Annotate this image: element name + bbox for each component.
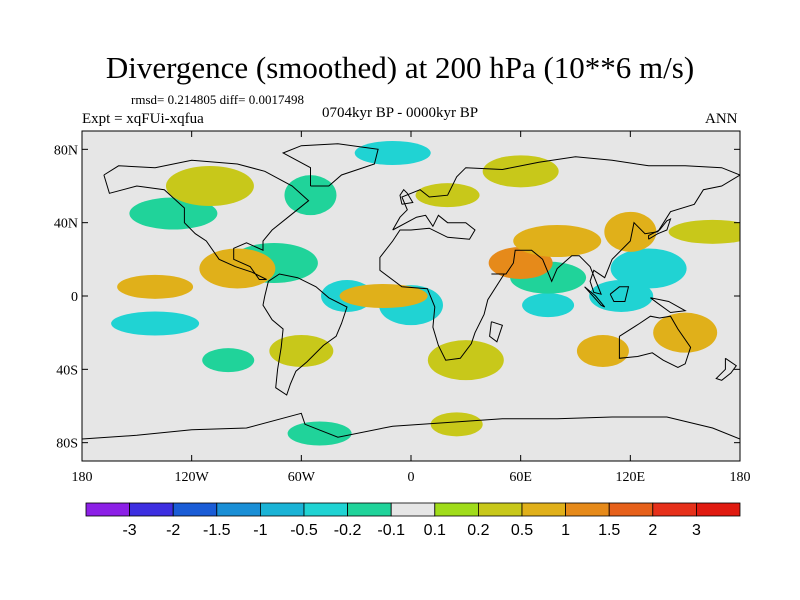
colorbar-label: 2: [648, 522, 657, 539]
anomaly-region: [610, 248, 687, 289]
anomaly-region: [522, 293, 575, 318]
y-tick-label: 40N: [54, 217, 78, 232]
anomaly-region: [165, 166, 254, 206]
colorbar-label: 0.2: [467, 522, 489, 539]
colorbar-label: -0.2: [334, 522, 362, 539]
anomaly-region: [653, 312, 718, 353]
coastline-antarctica: [82, 412, 740, 440]
anomaly-region: [604, 211, 657, 252]
y-tick-label: 0: [71, 290, 78, 305]
anomaly-region: [354, 141, 431, 165]
anomaly-region: [668, 219, 740, 244]
period-label: 0704kyr BP - 0000kyr BP: [322, 105, 479, 121]
coastlines: [82, 143, 740, 440]
coastline-britain: [399, 188, 414, 205]
anomaly-region: [129, 197, 218, 230]
colorbar-label: -2: [166, 522, 180, 539]
anomaly-region: [427, 340, 504, 381]
page-title: Divergence (smoothed) at 200 hPa (10**6 …: [105, 50, 695, 85]
colorbar-label: 1.5: [598, 522, 620, 539]
anomaly-region: [199, 248, 276, 289]
x-tick-label: 60W: [288, 470, 316, 485]
rmsd-diff-stats: rmsd= 0.214805 diff= 0.0017498: [131, 92, 304, 107]
coastline-north-america: [103, 159, 310, 280]
anomaly-region: [513, 225, 602, 257]
colorbar-swatch: [85, 502, 130, 517]
x-tick-label: 120E: [616, 470, 646, 485]
colorbar-label: -1: [253, 522, 267, 539]
colorbar-swatch: [696, 502, 741, 517]
coastline-eurasia-africa: [379, 156, 740, 361]
coastline-borneo: [609, 286, 630, 302]
coastline-madagascar: [489, 321, 504, 343]
colorbar-swatch: [216, 502, 261, 517]
x-tick-label: 0: [408, 470, 415, 485]
coastline-japan: [648, 218, 672, 240]
colorbar-swatch: [259, 502, 305, 517]
colorbar-label: 0.5: [511, 522, 533, 539]
colorbar-swatch: [434, 502, 479, 517]
colorbar-swatch: [390, 502, 436, 517]
x-tick-label: 180: [72, 470, 93, 485]
colorbar-swatch: [652, 502, 697, 517]
coastline-australia: [618, 315, 692, 369]
colorbar-swatch: [303, 502, 348, 517]
anomaly-region: [576, 335, 629, 367]
anomaly-region: [589, 280, 654, 312]
x-axis: 180 120W 60W 0 60E 120E 180: [72, 131, 751, 485]
colorbar-swatch: [347, 502, 392, 517]
anomaly-region: [202, 348, 255, 373]
colorbar-label: -3: [122, 522, 136, 539]
coastline-greenland: [281, 143, 379, 187]
anomaly-region: [284, 175, 337, 216]
experiment-label: Expt = xqFUi-xqfua: [82, 111, 204, 127]
y-axis: 80N 40N 0 40S 80S: [54, 143, 740, 452]
y-tick-label: 80N: [54, 143, 78, 158]
colorbar: -3 -2 -1.5 -1 -0.5 -0.2 -0.1 0.1 0.2 0.5 1 1.5 2 3: [85, 502, 741, 539]
colorbar-swatch: [565, 502, 610, 517]
colorbar-swatch: [172, 502, 218, 517]
colorbar-label: -0.5: [290, 522, 318, 539]
coastline-south-america: [262, 273, 348, 396]
y-tick-label: 40S: [56, 363, 78, 378]
anomaly-region: [482, 155, 559, 188]
colorbar-swatch: [521, 502, 566, 517]
colorbar-label: 1: [561, 522, 570, 539]
anomaly-region: [117, 274, 194, 299]
anomaly-region: [287, 421, 352, 446]
x-tick-label: 180: [730, 470, 751, 485]
colorbar-swatch: [608, 502, 654, 517]
x-tick-label: 60E: [509, 470, 532, 485]
colorbar-label: 0.1: [424, 522, 446, 539]
colorbar-label: -0.1: [377, 522, 405, 539]
colorbar-label: -1.5: [203, 522, 231, 539]
anomaly-region: [111, 311, 200, 336]
colorbar-label: 3: [692, 522, 701, 539]
coastline-sumatra: [584, 286, 606, 308]
season-label: ANN: [705, 111, 738, 127]
y-tick-label: 80S: [56, 437, 78, 452]
x-tick-label: 120W: [175, 470, 210, 485]
coastline-new-guinea: [650, 297, 687, 314]
anomaly-region: [430, 412, 483, 437]
colorbar-swatch: [477, 502, 523, 517]
anomaly-region: [339, 284, 428, 308]
colorbar-swatch: [129, 502, 174, 517]
anomaly-region: [269, 335, 334, 367]
coastline-new-zealand: [715, 357, 738, 381]
divergence-field: [111, 141, 740, 446]
